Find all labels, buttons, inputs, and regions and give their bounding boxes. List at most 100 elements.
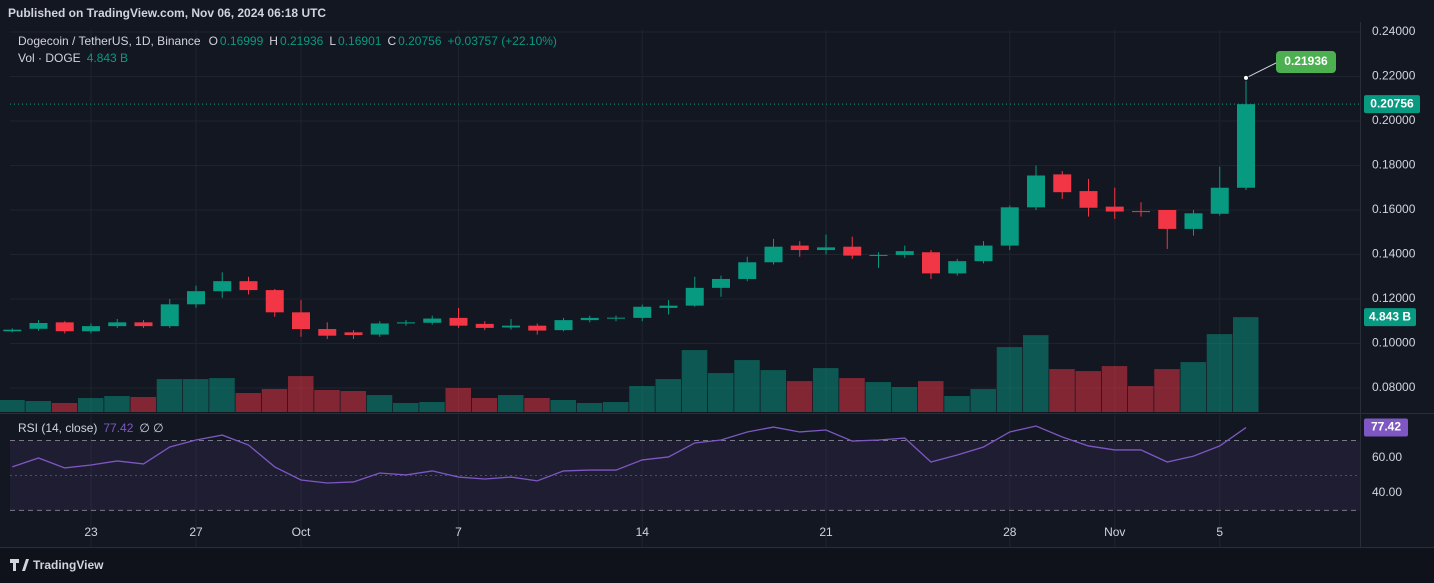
volume-bar bbox=[235, 393, 261, 412]
candle-body bbox=[1079, 191, 1098, 208]
candle-body bbox=[318, 329, 337, 336]
rsi-badge-label: 77.42 bbox=[1371, 420, 1401, 434]
volume-title: Vol · DOGE bbox=[18, 51, 81, 65]
volume-badge bbox=[1364, 308, 1416, 327]
volume-bar bbox=[734, 360, 760, 412]
candle-body bbox=[475, 323, 494, 328]
candle-body bbox=[974, 245, 993, 262]
candle-body bbox=[292, 312, 310, 330]
candle-body bbox=[1158, 209, 1177, 229]
candle-body bbox=[265, 290, 284, 313]
volume-bar bbox=[1049, 369, 1075, 412]
candle-body bbox=[397, 322, 415, 324]
rsi-value: 77.42 bbox=[103, 421, 133, 435]
candle-body bbox=[1053, 174, 1072, 193]
volume-value: 4.843 B bbox=[87, 51, 128, 65]
candle-body bbox=[239, 281, 258, 291]
candle-body bbox=[607, 317, 625, 319]
candle-body bbox=[1132, 211, 1150, 213]
candle-body bbox=[580, 317, 599, 321]
y-tick-label: 0.12000 bbox=[1372, 291, 1416, 305]
candle-body bbox=[1000, 207, 1019, 246]
rsi-legend: RSI (14, close) 77.42 ∅ ∅ bbox=[18, 421, 164, 435]
volume-bar bbox=[51, 403, 78, 412]
candle-body bbox=[895, 251, 914, 255]
y-tick-label: 0.20000 bbox=[1372, 113, 1416, 127]
volume-bar bbox=[314, 390, 340, 412]
rsi-tick-label: 60.00 bbox=[1372, 450, 1402, 464]
x-tick-label: 23 bbox=[84, 525, 98, 539]
candle-body bbox=[502, 325, 520, 328]
x-tick-label: 14 bbox=[636, 525, 650, 539]
rsi-title: RSI (14, close) bbox=[18, 421, 97, 435]
candle-body bbox=[134, 322, 153, 327]
volume-bar bbox=[576, 403, 603, 412]
legend-title: Dogecoin / TetherUS, 1D, Binance bbox=[18, 34, 201, 48]
candle-body bbox=[423, 318, 442, 323]
volume-bar bbox=[629, 386, 655, 412]
volume-bar bbox=[655, 379, 681, 412]
volume-bar bbox=[393, 403, 419, 412]
candle-body bbox=[948, 261, 967, 274]
volume-bar bbox=[891, 387, 918, 412]
candle-body bbox=[1237, 104, 1255, 188]
volume-bar bbox=[1023, 335, 1049, 412]
candle-body bbox=[108, 322, 127, 327]
volume-bar bbox=[340, 391, 366, 412]
rsi-line bbox=[12, 425, 1247, 484]
volume-bar bbox=[288, 376, 314, 412]
volume-bar bbox=[471, 398, 498, 412]
candle-body bbox=[869, 254, 888, 256]
x-tick-label: 5 bbox=[1216, 525, 1223, 539]
candle-body bbox=[449, 317, 468, 326]
volume-bar bbox=[996, 347, 1023, 412]
y-tick-label: 0.24000 bbox=[1372, 24, 1416, 38]
volume-bar bbox=[760, 370, 786, 412]
high-badge bbox=[1276, 51, 1336, 73]
volume-bar bbox=[25, 401, 51, 412]
candle-body bbox=[1210, 187, 1229, 214]
candle-body bbox=[82, 326, 100, 332]
legend: Dogecoin / TetherUS, 1D, Binance O 0.16999… bbox=[18, 34, 557, 48]
legend-value: 0.16901 bbox=[338, 34, 382, 48]
candle-body bbox=[790, 245, 809, 251]
volume-bar bbox=[1101, 366, 1128, 412]
legend-value: 0.20756 bbox=[398, 34, 442, 48]
y-tick-label: 0.14000 bbox=[1372, 247, 1416, 261]
candle-body bbox=[764, 246, 783, 263]
y-tick-label: 0.10000 bbox=[1372, 336, 1416, 350]
volume-bar bbox=[419, 402, 445, 412]
volume-badge-label: 4.843 B bbox=[1369, 309, 1411, 323]
legend-value: 0.21936 bbox=[280, 34, 324, 48]
volume-bar bbox=[1128, 386, 1154, 412]
legend-letter: O bbox=[209, 34, 218, 48]
x-tick-label: Nov bbox=[1104, 525, 1125, 539]
high-badge-label: 0.21936 bbox=[1284, 54, 1328, 68]
volume-bar bbox=[130, 397, 156, 412]
x-tick-label: 21 bbox=[819, 525, 833, 539]
y-tick-label: 0.18000 bbox=[1372, 158, 1416, 172]
candle-body bbox=[633, 306, 652, 318]
volume-bar bbox=[1180, 362, 1206, 412]
x-tick-label: 27 bbox=[189, 525, 203, 539]
candle-body bbox=[370, 323, 389, 335]
volume-bar bbox=[918, 381, 944, 412]
volume-bar bbox=[498, 395, 524, 412]
volume-bar bbox=[366, 395, 393, 412]
candle-body bbox=[55, 322, 74, 332]
volume-bar bbox=[708, 373, 734, 412]
volume-bar bbox=[786, 381, 813, 412]
volume-bar bbox=[865, 382, 891, 412]
volume-bar bbox=[1075, 371, 1101, 412]
candle-body bbox=[659, 305, 678, 308]
candle-body bbox=[922, 252, 940, 274]
high-point bbox=[1243, 74, 1249, 81]
y-tick-label: 0.22000 bbox=[1372, 69, 1416, 83]
candle-body bbox=[187, 291, 205, 305]
price-badge bbox=[1364, 95, 1420, 114]
y-tick-label: 0.16000 bbox=[1372, 202, 1416, 216]
volume-bar bbox=[813, 368, 839, 412]
candle-body bbox=[1184, 213, 1203, 229]
candle-body bbox=[843, 246, 862, 256]
